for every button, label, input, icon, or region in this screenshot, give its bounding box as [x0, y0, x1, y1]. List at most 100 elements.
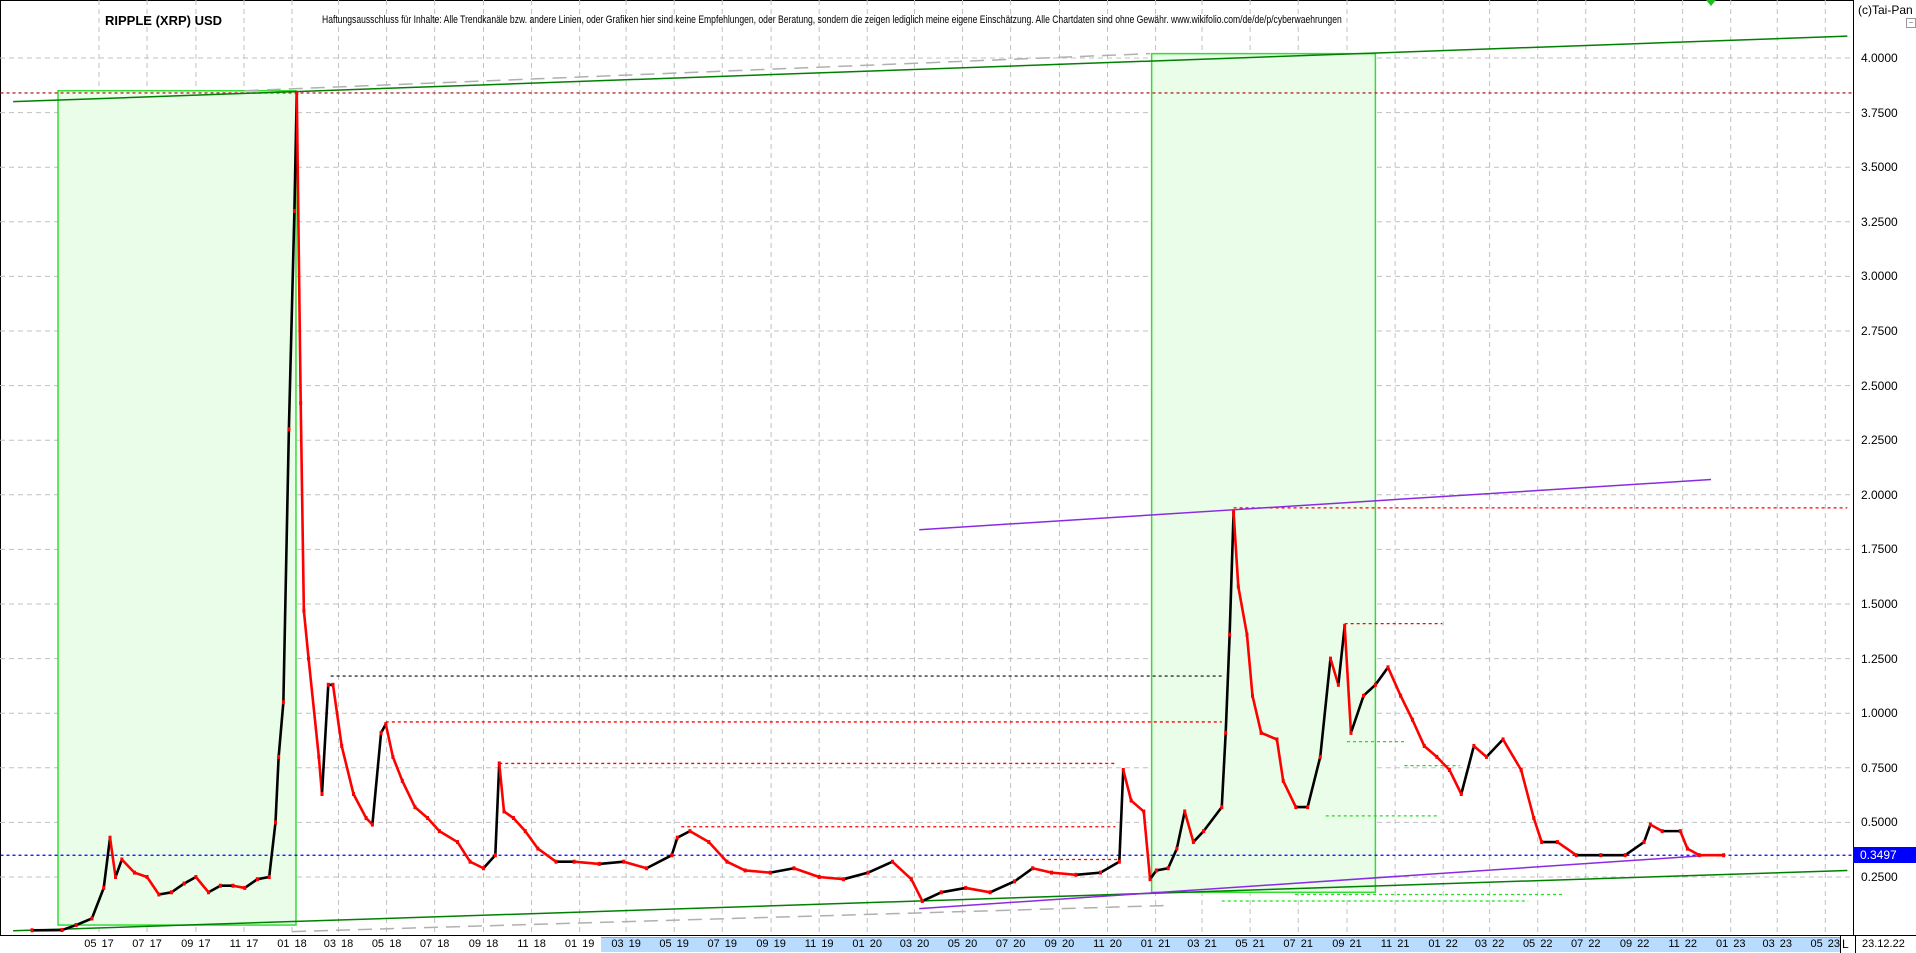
price-candle [1460, 792, 1463, 796]
y-tick-label: 1.0000 [1861, 706, 1898, 720]
x-tick-label: 05 23 [1811, 938, 1841, 950]
price-candle [670, 853, 673, 857]
price-segment [301, 403, 304, 610]
price-candle [75, 923, 78, 927]
price-candle [1013, 879, 1016, 883]
x-tick-label: 11 17 [230, 938, 259, 950]
price-candle [512, 816, 515, 820]
price-segment [1521, 770, 1534, 818]
price-segment [1650, 825, 1662, 832]
price-candle [384, 722, 387, 726]
price-segment [770, 868, 794, 872]
price-segment [677, 831, 690, 838]
price-candle [1343, 624, 1346, 628]
y-axis [1853, 0, 1916, 935]
y-tick-label: 0.7500 [1861, 761, 1898, 775]
price-candle [1245, 633, 1248, 637]
price-candle [964, 886, 967, 890]
y-tick-label: 3.5000 [1861, 160, 1898, 174]
price-candle [231, 884, 234, 888]
price-candle [1472, 744, 1475, 748]
price-candle [426, 816, 429, 820]
x-tick-label: 01 19 [565, 938, 595, 950]
x-tick-label: 11 20 [1093, 938, 1122, 950]
x-tick-label: 11 18 [517, 938, 546, 950]
price-segment [844, 873, 868, 880]
price-segment [624, 862, 647, 869]
y-tick-label: 2.2500 [1861, 433, 1898, 447]
price-candle [1237, 585, 1240, 589]
price-segment [647, 855, 672, 868]
price-candle [1306, 805, 1309, 809]
x-tick-label: 03 22 [1475, 938, 1505, 950]
price-candle [293, 209, 296, 213]
price-candle [219, 884, 222, 888]
price-candle [1679, 829, 1682, 833]
x-tick-label: 09 21 [1332, 938, 1362, 950]
price-segment [794, 868, 819, 877]
price-segment [513, 818, 525, 831]
price-candle [1202, 829, 1205, 833]
price-candle [207, 890, 210, 894]
price-candle [332, 683, 335, 687]
price-candle [1282, 779, 1285, 783]
x-tick-label: 01 21 [1141, 938, 1171, 950]
price-candle [622, 860, 625, 864]
price-candle [1142, 809, 1145, 813]
price-candle [183, 882, 186, 886]
price-candle [554, 860, 557, 864]
x-tick-label: 05 21 [1235, 938, 1265, 950]
price-candle [792, 866, 795, 870]
price-segment [1625, 842, 1644, 855]
price-segment [1557, 842, 1576, 855]
price-candle [1686, 847, 1689, 851]
x-tick-label: 09 19 [756, 938, 786, 950]
price-candle [1149, 877, 1152, 881]
price-segment [1123, 770, 1131, 801]
price-candle [598, 862, 601, 866]
price-candle [940, 890, 943, 894]
x-tick-label: 05 22 [1523, 938, 1553, 950]
price-segment [1119, 770, 1123, 862]
price-segment [483, 855, 495, 868]
price-candle [413, 805, 416, 809]
gray-lower-line [292, 905, 1171, 931]
price-candle [1485, 755, 1488, 759]
price-segment [709, 842, 727, 862]
price-candle [320, 792, 323, 796]
price-segment [304, 611, 309, 659]
price-candle [401, 779, 404, 783]
price-candle [1661, 829, 1664, 833]
y-tick-label: 3.0000 [1861, 269, 1898, 283]
price-candle [299, 401, 302, 405]
price-candle [109, 836, 112, 840]
y-tick-label: 2.5000 [1861, 379, 1898, 393]
price-segment [1449, 770, 1461, 794]
price-candle [1319, 755, 1322, 759]
price-chart-plot[interactable] [0, 0, 1853, 935]
price-segment [745, 870, 770, 872]
price-candle [725, 860, 728, 864]
y-tick-label: 3.7500 [1861, 106, 1898, 120]
price-candle [1411, 718, 1414, 722]
price-segment [941, 888, 965, 892]
price-candle [243, 886, 246, 890]
price-candle [1387, 665, 1390, 669]
axis-mode-toggle[interactable]: L [1842, 937, 1849, 951]
price-segment [1401, 696, 1413, 720]
price-candle [1649, 823, 1652, 827]
price-segment [727, 862, 745, 871]
price-candle [102, 886, 105, 890]
x-tick-label: 07 17 [132, 938, 162, 950]
collapse-icon[interactable]: − [1906, 18, 1916, 28]
price-candle [573, 860, 576, 864]
price-candle [1118, 860, 1121, 864]
price-candle [1074, 873, 1077, 877]
price-candle [1050, 871, 1053, 875]
price-candle [391, 755, 394, 759]
y-tick-label: 2.7500 [1861, 324, 1898, 338]
price-candle [921, 899, 924, 903]
price-candle [866, 871, 869, 875]
price-candle [1556, 840, 1559, 844]
price-candle [645, 866, 648, 870]
